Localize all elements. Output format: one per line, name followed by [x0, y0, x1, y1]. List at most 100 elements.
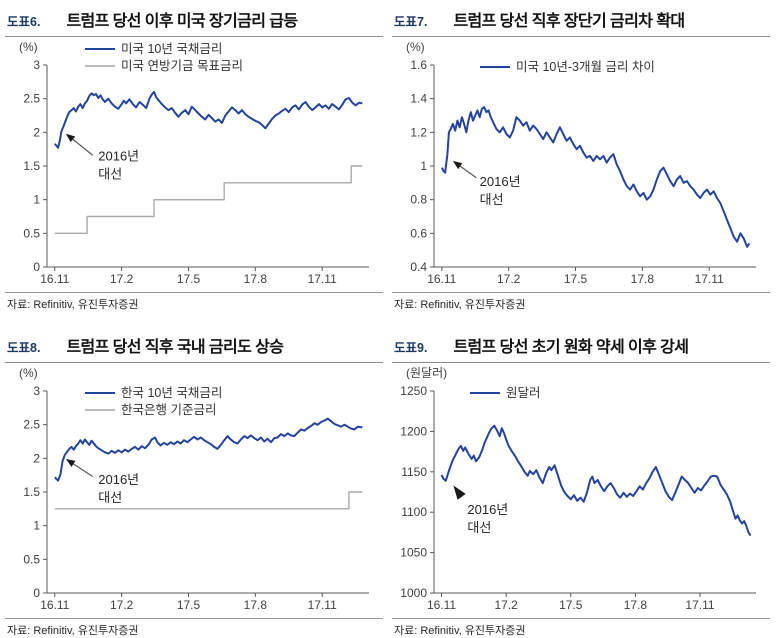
annotation-arrow-head: [452, 160, 463, 170]
svg-text:17.11: 17.11: [308, 598, 337, 612]
legend-label: 원달러: [506, 386, 541, 400]
axes: [430, 64, 756, 271]
chart-panel-kr-10y: 도표8. 트럼프 당선 직후 국내 금리도 상승 0 0.5 1 1.5 2 2.5 3 16…: [5, 332, 383, 638]
svg-text:16.11: 16.11: [427, 598, 456, 612]
svg-text:17.5: 17.5: [177, 598, 201, 612]
annotation-text: 대선: [98, 167, 122, 182]
series-line-1: [54, 165, 363, 235]
svg-text:1.2: 1.2: [410, 125, 427, 139]
axis-unit-label: (원달러): [406, 366, 447, 380]
svg-text:1150: 1150: [401, 465, 427, 479]
axis-unit-label: (%): [406, 40, 425, 54]
svg-text:0.5: 0.5: [23, 226, 40, 240]
annotation-text: 대선: [98, 490, 122, 505]
svg-text:0: 0: [33, 586, 40, 600]
chart-panel-krw-usd: 도표9. 트럼프 당선 초기 원화 약세 이후 강세 1000 1050 1100 1…: [392, 332, 770, 638]
svg-text:17.5: 17.5: [564, 272, 588, 286]
svg-text:1: 1: [33, 193, 40, 207]
annotation-arrow-tail: [70, 461, 94, 478]
source-note: 자료: Refinitiv, 유진투자증권: [5, 292, 383, 312]
figure-number: 도표6.: [7, 15, 41, 29]
axes: [43, 390, 369, 597]
line-chart-kr-10y: 0 0.5 1 1.5 2 2.5 3 16.11 17.2 17.5 17.8 17.11 (%) 한국…: [19, 366, 369, 612]
chart-title: 트럼프 당선 직후 장단기 금리차 확대: [453, 13, 685, 30]
chart-header: 도표8. 트럼프 당선 직후 국내 금리도 상승: [5, 332, 383, 363]
figure-number: 도표7.: [394, 15, 428, 29]
series-line-0: [440, 424, 752, 537]
series-line-0: [54, 417, 363, 482]
axis-unit-label: (%): [19, 366, 38, 380]
svg-text:1.5: 1.5: [23, 485, 40, 499]
svg-text:1250: 1250: [400, 384, 427, 398]
svg-text:1000: 1000: [400, 586, 427, 600]
chart-title: 트럼프 당선 직후 국내 금리도 상승: [66, 339, 284, 356]
axis-unit-label: (%): [19, 40, 38, 54]
svg-text:3: 3: [33, 384, 40, 398]
chart-title: 트럼프 당선 초기 원화 약세 이후 강세: [453, 339, 689, 356]
annotation-arrow-tail: [456, 163, 477, 179]
chart-panel-yield-spread: 도표7. 트럼프 당선 직후 장단기 금리차 확대 0.4 0.6 0.8 1 1.2 1…: [392, 6, 770, 312]
svg-text:3: 3: [33, 58, 40, 72]
svg-text:17.8: 17.8: [624, 598, 648, 612]
chart-panel-us-10y: 도표6. 트럼프 당선 이후 미국 장기금리 급등 0 0.5 1 1.5 2 2.5 3 1…: [5, 6, 383, 312]
svg-text:1.6: 1.6: [410, 58, 427, 72]
svg-text:17.2: 17.2: [497, 272, 521, 286]
svg-text:17.11: 17.11: [685, 598, 714, 612]
annotation-text: 대선: [480, 192, 504, 207]
line-chart-yield-spread: 0.4 0.6 0.8 1 1.2 1.4 1.6 16.11 17.2 17.5 17.8 17.1…: [406, 40, 756, 286]
svg-text:1.5: 1.5: [23, 159, 40, 173]
annotation-arrow-tail: [69, 136, 94, 156]
svg-text:17.8: 17.8: [244, 598, 268, 612]
svg-text:17.2: 17.2: [110, 598, 134, 612]
axes: [430, 390, 756, 597]
chart-header: 도표7. 트럼프 당선 직후 장단기 금리차 확대: [392, 6, 770, 37]
annotation-text: 대선: [467, 520, 491, 535]
svg-text:16.11: 16.11: [40, 272, 69, 286]
legend-label: 한국 10년 국채금리: [121, 386, 222, 400]
annotation-arrow-head: [65, 133, 76, 143]
svg-text:2: 2: [33, 125, 40, 139]
svg-text:2.5: 2.5: [23, 92, 40, 106]
chart-header: 도표6. 트럼프 당선 이후 미국 장기금리 급등: [5, 6, 383, 37]
legend-label: 미국 연방기금 목표금리: [121, 59, 243, 73]
svg-text:1: 1: [420, 159, 427, 173]
svg-text:1050: 1050: [400, 546, 427, 560]
series-line-0: [54, 90, 363, 149]
source-note: 자료: Refinitiv, 유진투자증권: [392, 618, 770, 638]
annotation-text: 2016년: [98, 149, 139, 164]
svg-text:1.4: 1.4: [410, 92, 427, 106]
legend-label: 한국은행 기준금리: [121, 402, 216, 417]
line-chart-krw-usd: 1000 1050 1100 1150 1200 1250 16.11 17.2 17.5 17.…: [400, 366, 756, 612]
svg-text:1100: 1100: [401, 505, 427, 519]
source-note: 자료: Refinitiv, 유진투자증권: [5, 618, 383, 638]
svg-text:17.5: 17.5: [177, 272, 201, 286]
series-line-1: [54, 491, 363, 510]
legend-label: 미국 10년 국채금리: [121, 42, 222, 56]
annotation-arrow-head: [453, 485, 466, 500]
svg-text:2.5: 2.5: [23, 418, 40, 432]
axes: [43, 64, 369, 271]
svg-text:17.2: 17.2: [494, 598, 518, 612]
line-chart-us-10y: 0 0.5 1 1.5 2 2.5 3 16.11 17.2 17.5 17.8 17.11 (%) 미국…: [19, 40, 369, 286]
chart-title: 트럼프 당선 이후 미국 장기금리 급등: [66, 13, 298, 30]
series-line-0: [440, 106, 751, 248]
svg-text:1: 1: [33, 519, 40, 533]
svg-text:17.11: 17.11: [695, 272, 724, 286]
svg-text:17.8: 17.8: [244, 272, 268, 286]
figure-number: 도표8.: [7, 341, 41, 355]
chart-header: 도표9. 트럼프 당선 초기 원화 약세 이후 강세: [392, 332, 770, 363]
svg-text:17.2: 17.2: [110, 272, 134, 286]
svg-text:17.8: 17.8: [631, 272, 655, 286]
annotation-text: 2016년: [98, 472, 139, 487]
annotation-arrow-head: [65, 459, 76, 467]
source-note: 자료: Refinitiv, 유진투자증권: [392, 292, 770, 312]
svg-text:0.6: 0.6: [410, 226, 427, 240]
svg-text:17.5: 17.5: [559, 598, 583, 612]
annotation-text: 2016년: [467, 502, 508, 517]
annotation-text: 2016년: [480, 174, 521, 189]
svg-text:16.11: 16.11: [427, 272, 456, 286]
svg-text:17.11: 17.11: [308, 272, 337, 286]
svg-text:0: 0: [33, 260, 40, 274]
svg-text:1200: 1200: [400, 424, 427, 438]
